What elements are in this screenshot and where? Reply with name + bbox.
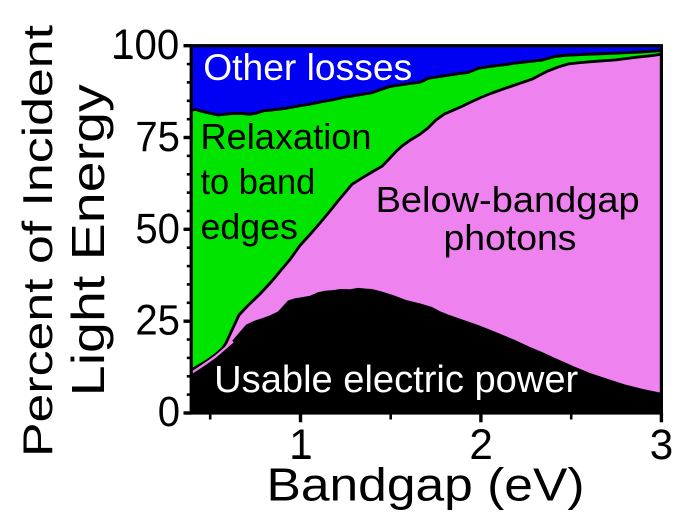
svg-text:Other losses: Other losses [203,46,412,88]
svg-text:photons: photons [444,217,577,258]
svg-text:50: 50 [135,205,180,252]
svg-text:Below-bandgap: Below-bandgap [376,179,640,220]
svg-text:3: 3 [650,421,673,468]
svg-text:0: 0 [158,388,180,435]
svg-text:Bandgap (eV): Bandgap (eV) [267,459,585,511]
svg-text:Light Energy: Light Energy [62,84,114,396]
svg-text:Relaxation: Relaxation [201,116,372,157]
svg-text:Percent of Incident: Percent of Incident [14,25,61,457]
svg-text:to band: to band [201,161,316,202]
svg-text:25: 25 [135,297,180,344]
svg-text:75: 75 [135,113,180,160]
svg-text:100: 100 [112,21,179,68]
svg-text:2: 2 [469,421,492,468]
svg-text:Usable electric power: Usable electric power [214,359,578,401]
svg-text:edges: edges [201,206,298,247]
